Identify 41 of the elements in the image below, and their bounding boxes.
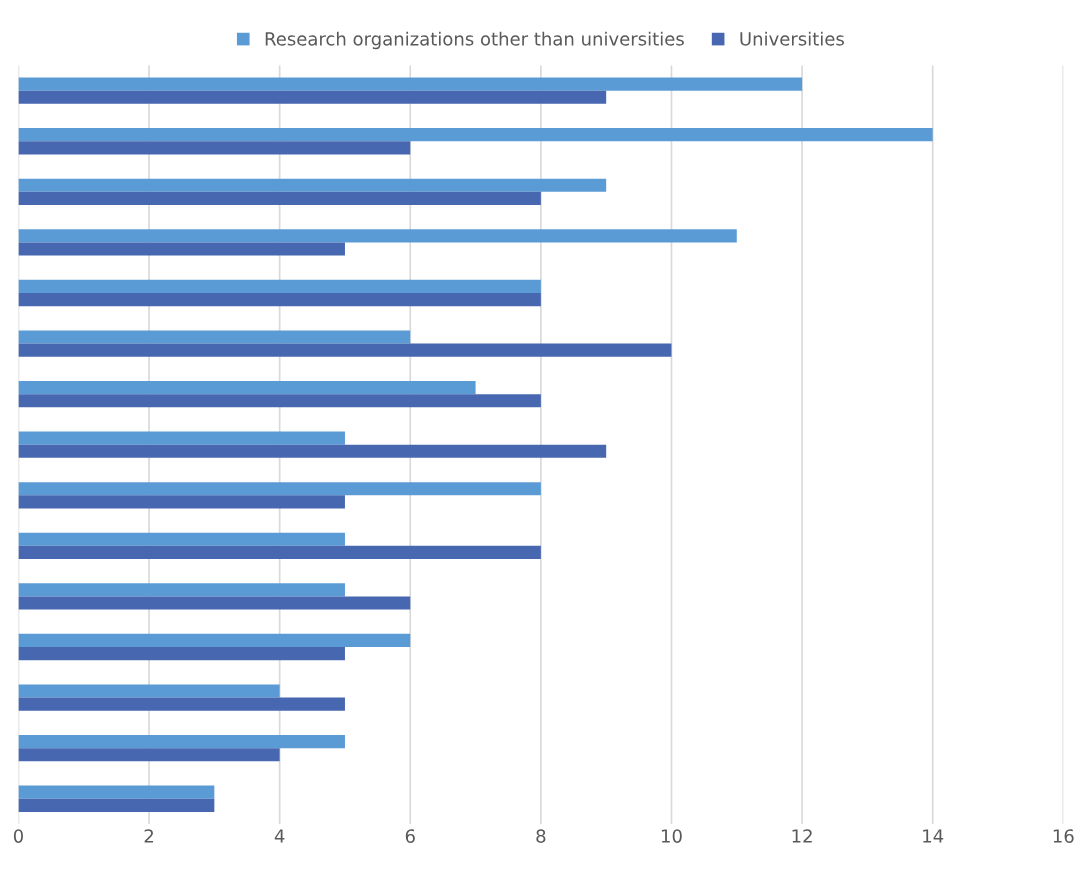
bar (18, 229, 737, 243)
bar (18, 785, 215, 799)
bar (18, 748, 280, 762)
bar (18, 77, 803, 91)
x-tick-label: 14 (923, 829, 944, 843)
x-tick-label: 0 (13, 829, 23, 843)
bar (18, 596, 411, 610)
x-tick-label: 6 (405, 829, 415, 843)
bar (18, 684, 280, 698)
bar (18, 735, 345, 749)
bar (18, 178, 607, 192)
bar (18, 394, 541, 408)
bar (18, 798, 215, 812)
bar (18, 495, 345, 509)
bar (18, 380, 476, 395)
x-tick-label: 2 (144, 829, 153, 843)
bar (18, 242, 345, 256)
bar (18, 128, 933, 142)
legend-label: Research organizations other than universities (265, 31, 684, 50)
x-tick-label: 12 (792, 829, 812, 843)
x-tick-label: 8 (536, 829, 546, 843)
bar (18, 444, 607, 458)
bar (18, 545, 541, 560)
bar (18, 532, 345, 546)
bar (18, 697, 345, 711)
bar (18, 583, 345, 597)
bar (18, 90, 607, 104)
bar (18, 431, 345, 445)
x-tick-label: 4 (274, 829, 285, 843)
bar (18, 647, 345, 661)
x-tick-label: 10 (661, 829, 682, 843)
bar (18, 482, 541, 496)
bar (18, 330, 411, 344)
bar (18, 191, 541, 205)
x-tick-label: 16 (1053, 829, 1074, 843)
bar (18, 141, 411, 155)
bar (18, 343, 672, 357)
bar (18, 633, 411, 648)
bar (18, 292, 541, 307)
bar (18, 279, 541, 293)
legend-label: Universities (740, 31, 844, 46)
